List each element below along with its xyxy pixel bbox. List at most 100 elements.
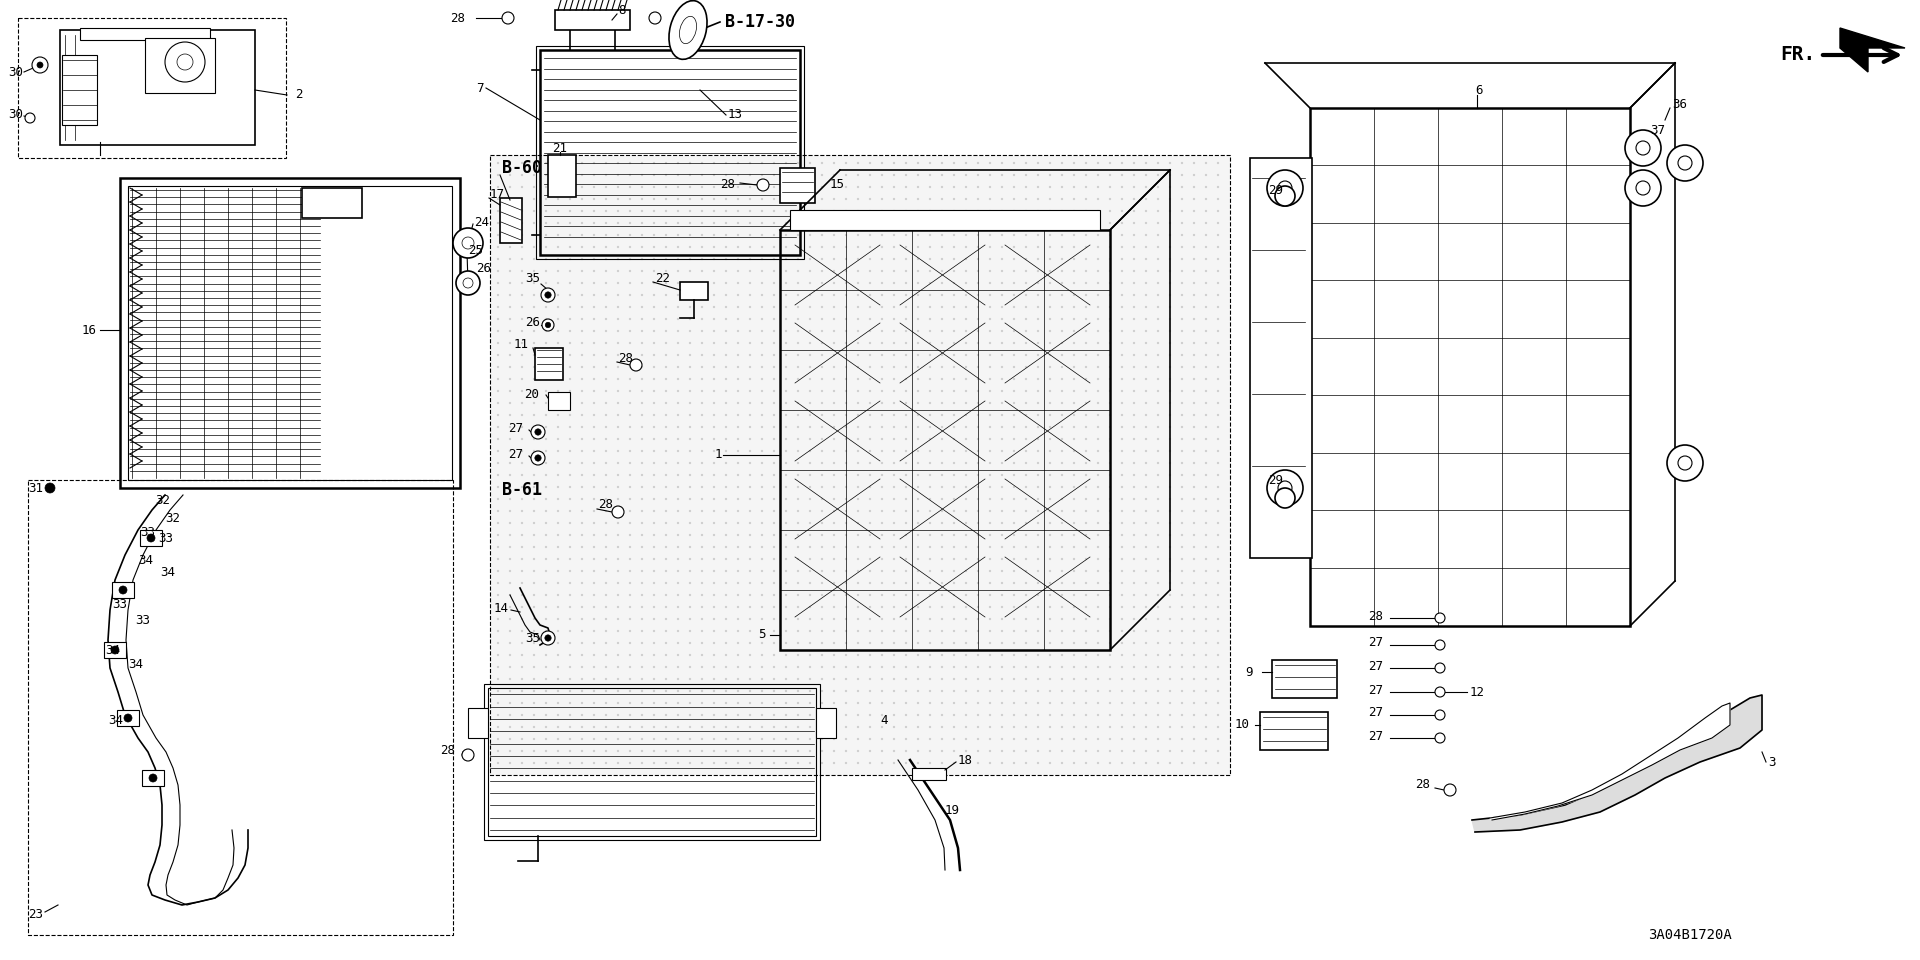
Text: 29: 29 bbox=[1267, 183, 1283, 197]
Circle shape bbox=[165, 42, 205, 82]
Bar bbox=[1250, 158, 1311, 558]
Text: 3: 3 bbox=[1768, 756, 1776, 769]
Circle shape bbox=[457, 271, 480, 295]
Circle shape bbox=[536, 455, 541, 461]
Bar bbox=[680, 282, 708, 300]
Text: 27: 27 bbox=[509, 448, 522, 462]
Bar bbox=[61, 55, 98, 125]
Bar bbox=[1260, 712, 1329, 750]
Text: 8: 8 bbox=[618, 4, 626, 16]
Circle shape bbox=[541, 319, 555, 331]
Circle shape bbox=[1279, 181, 1292, 195]
Bar bbox=[81, 28, 209, 40]
Circle shape bbox=[1434, 733, 1446, 743]
Circle shape bbox=[119, 586, 127, 594]
Circle shape bbox=[1667, 145, 1703, 181]
Text: B-60: B-60 bbox=[501, 159, 541, 177]
Text: 2: 2 bbox=[296, 88, 303, 102]
Circle shape bbox=[1667, 445, 1703, 481]
Text: 28: 28 bbox=[440, 743, 455, 756]
Circle shape bbox=[1267, 170, 1304, 206]
Text: 34: 34 bbox=[138, 554, 154, 566]
Text: 10: 10 bbox=[1235, 718, 1250, 732]
Text: 12: 12 bbox=[1471, 685, 1484, 699]
Bar bbox=[555, 10, 630, 30]
Text: B-61: B-61 bbox=[501, 481, 541, 499]
Circle shape bbox=[148, 534, 156, 542]
Circle shape bbox=[463, 749, 474, 761]
Circle shape bbox=[536, 429, 541, 435]
Text: 34: 34 bbox=[108, 713, 123, 727]
Bar bbox=[816, 708, 835, 738]
Bar bbox=[119, 178, 461, 488]
Circle shape bbox=[1275, 488, 1294, 508]
Polygon shape bbox=[1473, 695, 1763, 832]
Circle shape bbox=[1434, 663, 1446, 673]
Text: 27: 27 bbox=[1367, 684, 1382, 697]
Circle shape bbox=[1636, 141, 1649, 155]
Text: 34: 34 bbox=[106, 643, 119, 657]
Text: 33: 33 bbox=[157, 532, 173, 544]
Circle shape bbox=[1434, 640, 1446, 650]
Text: 28: 28 bbox=[720, 179, 735, 191]
Circle shape bbox=[532, 425, 545, 439]
Bar bbox=[536, 46, 804, 259]
Text: 6: 6 bbox=[1475, 84, 1482, 97]
Text: 4: 4 bbox=[879, 713, 887, 727]
Bar bbox=[536, 348, 563, 380]
Text: 36: 36 bbox=[1672, 99, 1688, 111]
Text: 37: 37 bbox=[1649, 124, 1665, 136]
Circle shape bbox=[756, 179, 770, 191]
Text: 20: 20 bbox=[524, 389, 540, 401]
Bar bbox=[789, 210, 1100, 230]
Circle shape bbox=[1434, 710, 1446, 720]
Text: 33: 33 bbox=[134, 613, 150, 627]
Bar bbox=[499, 198, 522, 243]
Text: 7: 7 bbox=[476, 82, 484, 94]
Text: 31: 31 bbox=[29, 482, 42, 494]
Circle shape bbox=[1444, 784, 1455, 796]
Circle shape bbox=[1275, 186, 1294, 206]
Circle shape bbox=[545, 323, 551, 327]
Circle shape bbox=[1624, 170, 1661, 206]
Text: B-17-30: B-17-30 bbox=[726, 13, 795, 31]
Text: 14: 14 bbox=[493, 602, 509, 614]
Text: 27: 27 bbox=[1367, 660, 1382, 673]
Circle shape bbox=[33, 57, 48, 73]
Circle shape bbox=[1624, 130, 1661, 166]
Circle shape bbox=[111, 646, 119, 654]
Bar bbox=[129, 186, 451, 480]
Bar bbox=[146, 38, 215, 93]
Circle shape bbox=[1434, 613, 1446, 623]
Polygon shape bbox=[1490, 703, 1730, 820]
Circle shape bbox=[25, 113, 35, 123]
Text: 27: 27 bbox=[1367, 730, 1382, 742]
Circle shape bbox=[44, 483, 56, 493]
Circle shape bbox=[532, 451, 545, 465]
Text: 15: 15 bbox=[829, 179, 845, 191]
Bar bbox=[17, 18, 286, 158]
Bar bbox=[111, 582, 134, 598]
Bar bbox=[104, 642, 127, 658]
Ellipse shape bbox=[680, 16, 697, 44]
Text: FR.: FR. bbox=[1780, 45, 1814, 64]
Circle shape bbox=[177, 54, 194, 70]
Text: 28: 28 bbox=[618, 351, 634, 365]
Text: 17: 17 bbox=[490, 188, 505, 202]
Text: 25: 25 bbox=[468, 244, 484, 256]
Bar bbox=[780, 168, 814, 203]
Text: 1: 1 bbox=[714, 448, 722, 462]
Text: 21: 21 bbox=[553, 141, 566, 155]
Text: 28: 28 bbox=[449, 12, 465, 25]
Text: 23: 23 bbox=[29, 908, 42, 922]
Bar bbox=[142, 770, 163, 786]
Circle shape bbox=[1267, 470, 1304, 506]
Polygon shape bbox=[1839, 28, 1905, 72]
Circle shape bbox=[501, 12, 515, 24]
Circle shape bbox=[1279, 481, 1292, 495]
Circle shape bbox=[150, 774, 157, 782]
Bar bbox=[547, 155, 576, 197]
Text: 32: 32 bbox=[156, 493, 171, 507]
Text: 27: 27 bbox=[1367, 707, 1382, 719]
Bar bbox=[780, 230, 1110, 650]
